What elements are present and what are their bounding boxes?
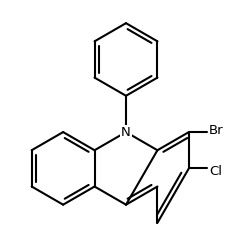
Text: Cl: Cl (209, 165, 222, 178)
Text: N: N (121, 125, 131, 138)
Text: Br: Br (209, 124, 224, 137)
